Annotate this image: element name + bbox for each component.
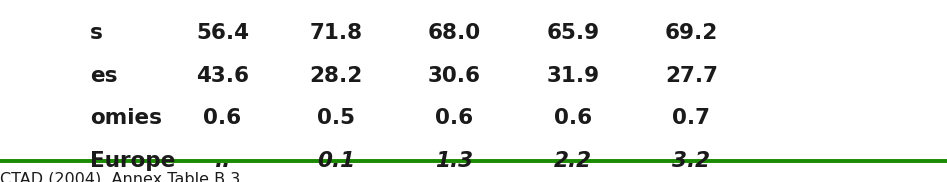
Text: CTAD (2004), Annex Table B.3: CTAD (2004), Annex Table B.3 bbox=[0, 171, 241, 182]
Text: 56.4: 56.4 bbox=[196, 23, 249, 43]
Text: es: es bbox=[90, 66, 117, 86]
Text: 43.6: 43.6 bbox=[196, 66, 249, 86]
Text: 3.2: 3.2 bbox=[672, 151, 710, 171]
Text: 31.9: 31.9 bbox=[546, 66, 599, 86]
Text: 1.3: 1.3 bbox=[436, 151, 474, 171]
Text: 69.2: 69.2 bbox=[665, 23, 718, 43]
Text: 2.2: 2.2 bbox=[554, 151, 592, 171]
Text: 0.6: 0.6 bbox=[554, 108, 592, 128]
Text: 30.6: 30.6 bbox=[428, 66, 481, 86]
Text: 0.1: 0.1 bbox=[317, 151, 355, 171]
Text: 65.9: 65.9 bbox=[546, 23, 599, 43]
Text: 68.0: 68.0 bbox=[428, 23, 481, 43]
Text: 0.7: 0.7 bbox=[672, 108, 710, 128]
Text: Europe: Europe bbox=[90, 151, 175, 171]
Text: 0.6: 0.6 bbox=[204, 108, 241, 128]
Text: 28.2: 28.2 bbox=[310, 66, 363, 86]
Text: s: s bbox=[90, 23, 103, 43]
Text: ..: .. bbox=[214, 151, 231, 171]
Text: 71.8: 71.8 bbox=[310, 23, 363, 43]
Text: omies: omies bbox=[90, 108, 162, 128]
Text: 0.5: 0.5 bbox=[317, 108, 355, 128]
Text: 27.7: 27.7 bbox=[665, 66, 718, 86]
Text: 0.6: 0.6 bbox=[436, 108, 474, 128]
